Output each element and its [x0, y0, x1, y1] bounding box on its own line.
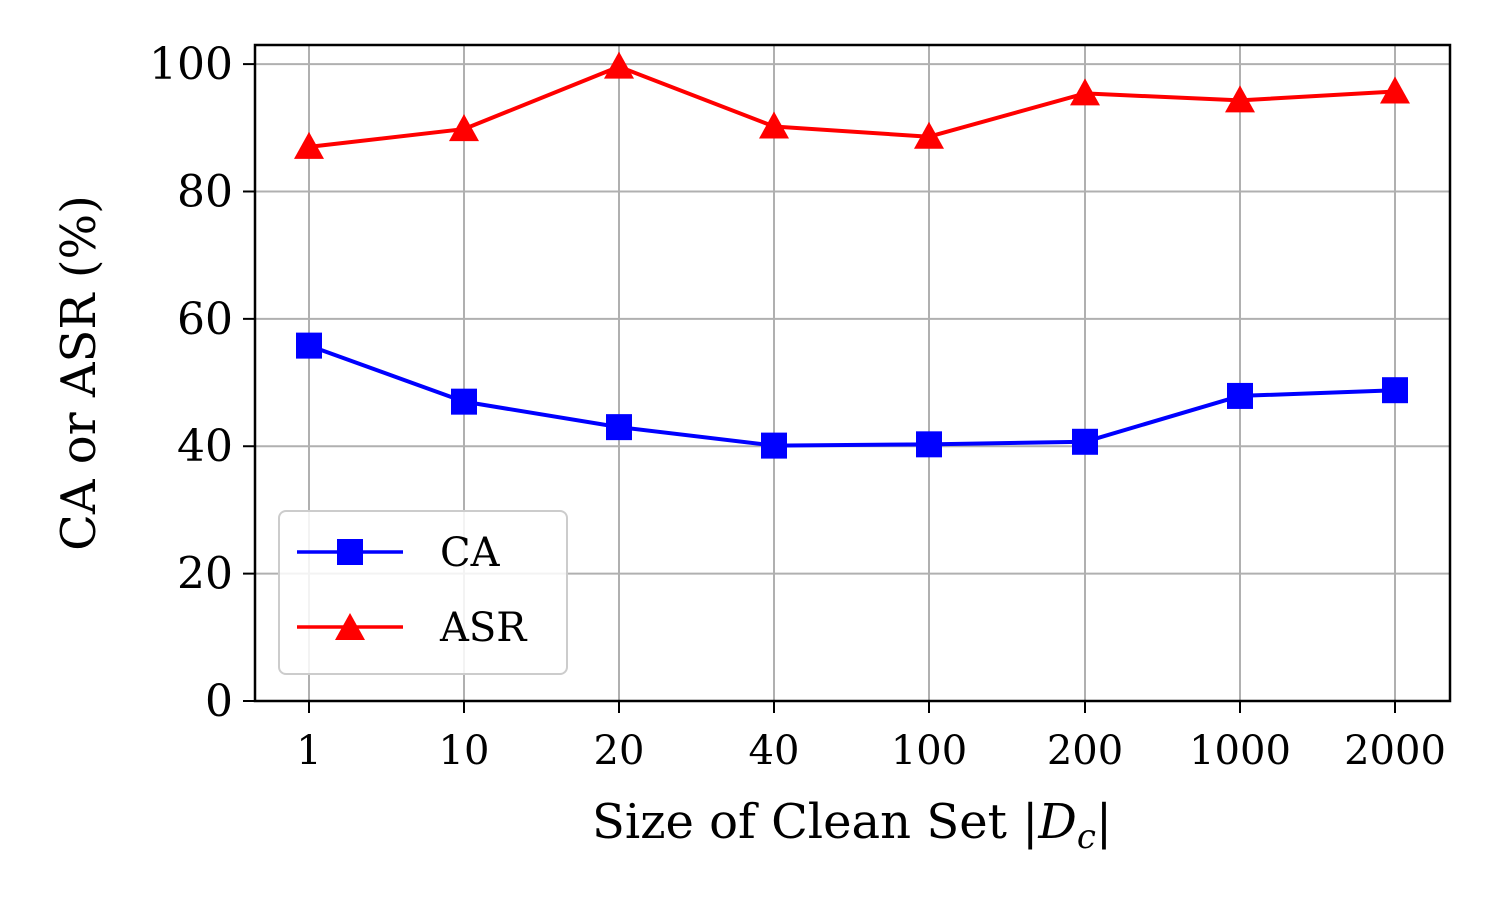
asr-point: [604, 51, 634, 79]
y-tick-label: 0: [205, 676, 233, 727]
asr-point: [914, 121, 944, 149]
ca-point: [1382, 377, 1408, 404]
x-tick-label: 10: [439, 728, 490, 774]
legend: CA ASR: [278, 510, 568, 675]
legend-asr-marker: [335, 613, 365, 640]
y-tick-label: 100: [149, 39, 233, 90]
grid: [255, 45, 1450, 702]
x-axis-title: Size of Clean Set |Dc|: [592, 794, 1112, 857]
asr-point: [1070, 78, 1100, 106]
ca-point: [1227, 382, 1253, 409]
y-tick-label: 80: [177, 166, 233, 217]
legend-ca-label: CA: [440, 530, 501, 576]
y-tick-label: 20: [177, 549, 233, 600]
x-tick-label: 100: [891, 728, 967, 774]
legend-ca-marker: [337, 539, 363, 565]
asr-point: [449, 114, 479, 142]
ca-point: [1072, 428, 1098, 455]
asr-series-line: [308, 64, 1396, 149]
y-tick-label: 40: [177, 421, 233, 472]
y-tick-label: 60: [177, 294, 233, 345]
y-axis-title: CA or ASR (%): [51, 195, 107, 551]
ca-point: [606, 414, 632, 441]
legend-asr-label: ASR: [439, 605, 528, 651]
asr-point: [759, 111, 789, 139]
x-tick-label: 1000: [1189, 728, 1291, 774]
ca-point: [296, 332, 322, 359]
x-tick-label: 1: [296, 728, 321, 774]
ca-point: [761, 432, 787, 459]
asr-point: [1225, 85, 1255, 113]
axes: 1 10 20 40 100 200 1000 2000 0 20 40 60 80 100: [149, 39, 1446, 774]
plot-area-frame: [253, 43, 1452, 703]
ca-series-line: [308, 343, 1396, 448]
asr-point: [1380, 76, 1410, 104]
x-tick-label: 200: [1047, 728, 1123, 774]
ca-point: [451, 388, 477, 415]
series-layer: [294, 51, 1410, 459]
ca-point: [916, 431, 942, 458]
asr-point: [294, 131, 324, 159]
x-tick-label: 40: [749, 728, 800, 774]
x-tick-label: 2000: [1344, 728, 1446, 774]
x-tick-label: 20: [594, 728, 645, 774]
